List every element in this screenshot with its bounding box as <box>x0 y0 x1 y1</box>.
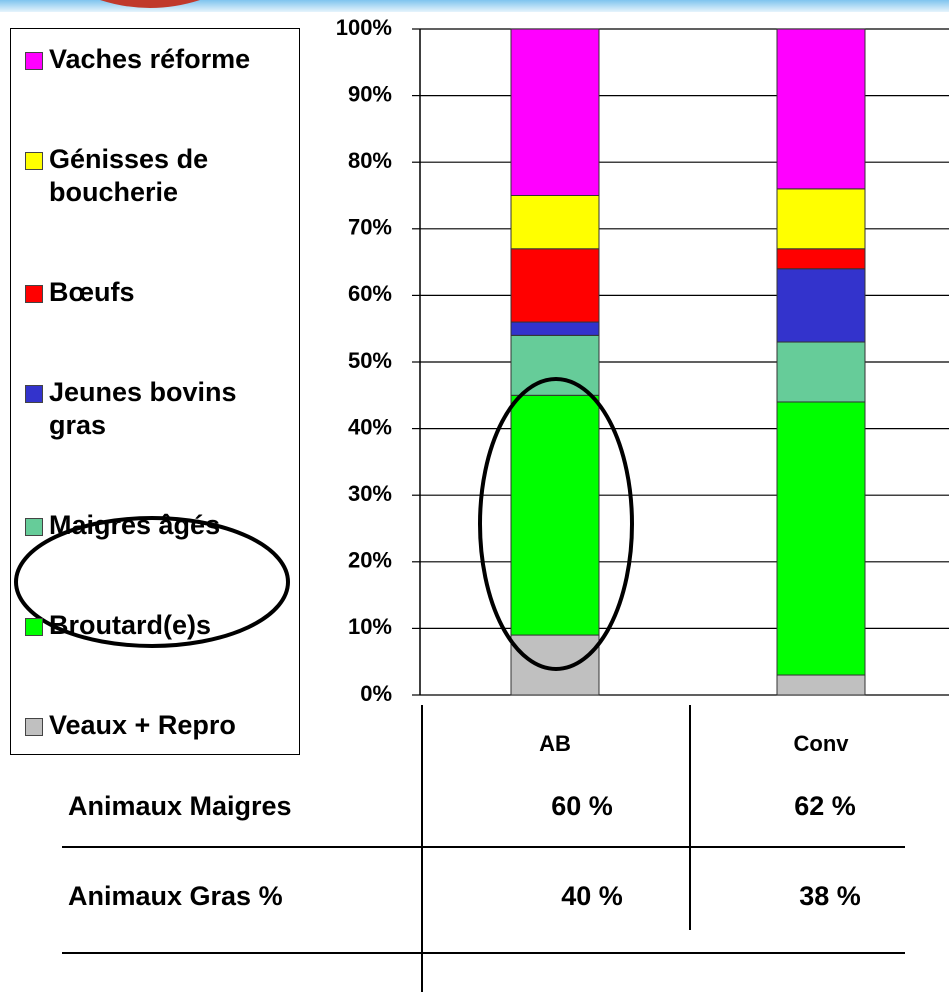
row-label: Animaux Maigres <box>68 791 292 821</box>
legend-entry: Bœufs <box>25 276 295 309</box>
x-tick-label: AB <box>539 731 571 756</box>
bar-segment <box>510 28 600 196</box>
legend-swatch <box>25 385 43 403</box>
bar-segment <box>510 334 600 396</box>
y-tick-label: 30% <box>348 481 392 506</box>
legend-swatch <box>25 618 43 636</box>
bar-segment <box>776 248 866 270</box>
bar-segment <box>776 268 866 343</box>
row-label: Animaux Gras % <box>68 881 283 911</box>
highlight-ellipse <box>14 516 290 648</box>
cell: 60 % <box>551 791 613 821</box>
header-band <box>0 0 949 12</box>
bar-segment <box>510 321 600 336</box>
bar-segment <box>510 634 600 696</box>
legend-label: Jeunes bovins gras <box>49 377 237 440</box>
legend-swatch <box>25 718 43 736</box>
bar-segment <box>776 188 866 250</box>
highlight-ellipse <box>478 377 634 671</box>
y-tick-label: 100% <box>336 15 392 40</box>
x-tick-label: Conv <box>794 731 850 756</box>
bar-segment <box>776 674 866 696</box>
cell: 62 % <box>794 791 856 821</box>
y-tick-label: 90% <box>348 81 392 106</box>
legend: Vaches réforme Génisses de boucherie Bœufs… <box>10 28 300 755</box>
legend-entry: Veaux + Repro <box>25 709 295 742</box>
legend-entry: Broutard(e)s <box>25 609 295 642</box>
bar-segment <box>510 394 600 636</box>
bar-segment <box>776 401 866 676</box>
plot: 0% 10% 20% 30% 40% 50% 60% 70% 80% 90% 100% AB Conv <box>336 15 949 756</box>
cell: 40 % <box>561 881 623 911</box>
legend-entry: Maigres âgés <box>25 509 295 542</box>
y-tick-label: 60% <box>348 281 392 306</box>
y-tick-label: 40% <box>348 414 392 439</box>
bar-segment <box>510 195 600 250</box>
cell: 38 % <box>799 881 861 911</box>
bar-segment <box>510 248 600 323</box>
bar-segment <box>776 341 866 403</box>
legend-label: Bœufs <box>49 277 135 307</box>
legend-swatch <box>25 52 43 70</box>
y-tick-label: 80% <box>348 148 392 173</box>
legend-label: Veaux + Repro <box>49 710 236 740</box>
legend-label: Vaches réforme <box>49 44 251 74</box>
legend-entry: Jeunes bovins gras <box>25 376 295 442</box>
legend-swatch <box>25 518 43 536</box>
legend-swatch <box>25 152 43 170</box>
logo-fragment <box>100 0 200 8</box>
bar-segment <box>776 28 866 190</box>
y-tick-label: 70% <box>348 215 392 240</box>
y-tick-label: 10% <box>348 614 392 639</box>
legend-entry: Génisses de boucherie <box>25 143 295 209</box>
legend-label: Maigres âgés <box>49 510 221 540</box>
y-tick-label: 20% <box>348 548 392 573</box>
legend-label: Broutard(e)s <box>49 610 212 640</box>
legend-swatch <box>25 285 43 303</box>
legend-entry: Vaches réforme <box>25 43 295 76</box>
y-tick-label: 50% <box>348 348 392 373</box>
y-tick-label: 0% <box>360 681 392 706</box>
legend-label: Génisses de boucherie <box>49 144 209 207</box>
